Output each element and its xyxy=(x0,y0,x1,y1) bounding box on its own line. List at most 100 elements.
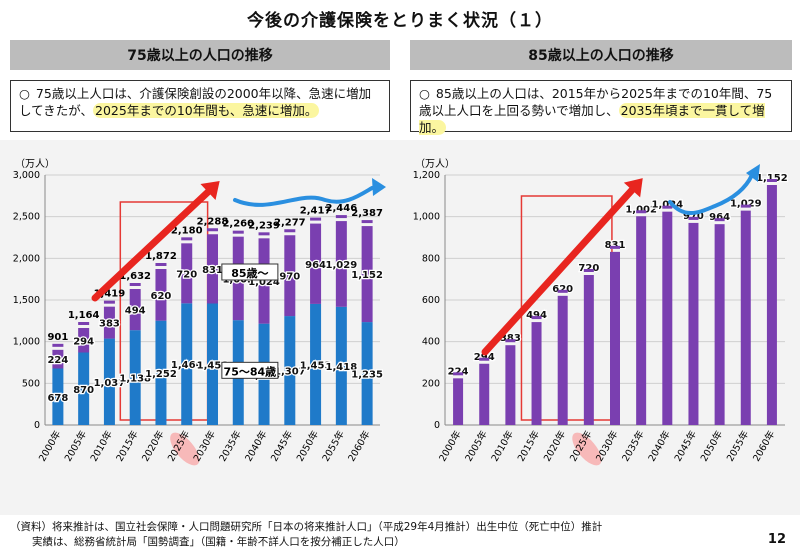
data-label: 1,458 xyxy=(197,360,229,371)
data-label: 1,138 xyxy=(119,374,151,385)
left-text-plain: 75歳以上人口は、介護保険創設の2000年以降、急速に増加してきたが、 xyxy=(19,86,372,118)
trend-arrow xyxy=(91,188,212,302)
total-label: 2,387 xyxy=(351,208,383,219)
bar-cap xyxy=(310,217,322,221)
bar-segment xyxy=(181,303,193,425)
data-label: 1,418 xyxy=(326,362,358,373)
bar-segment xyxy=(636,216,647,425)
data-label: 720 xyxy=(578,263,599,274)
x-tick-label: 2040年 xyxy=(242,428,269,464)
bar-cap xyxy=(688,216,699,220)
total-label: 1,164 xyxy=(68,310,100,321)
bar-cap xyxy=(557,289,568,293)
total-label: 2,180 xyxy=(171,225,203,236)
x-tick-label: 2055年 xyxy=(724,428,751,464)
bar-segment xyxy=(103,306,115,339)
data-label: 964 xyxy=(305,260,326,271)
data-label: 1,453 xyxy=(300,360,332,371)
y-tick-label: 400 xyxy=(422,337,440,348)
data-label: 831 xyxy=(605,240,626,251)
x-tick-label: 2020年 xyxy=(139,428,166,464)
bar-segment xyxy=(310,303,322,425)
bar-segment xyxy=(361,226,373,323)
x-tick-label: 2000年 xyxy=(436,428,463,464)
left-panel-description: ○ 75歳以上人口は、介護保険創設の2000年以降、急速に増加してきたが、 2025… xyxy=(10,80,390,132)
bar-cap xyxy=(531,316,542,320)
data-label: 964 xyxy=(709,212,730,223)
data-label: 1,307 xyxy=(274,367,306,378)
x-tick-label: 2030年 xyxy=(593,428,620,464)
bar-segment xyxy=(479,363,490,425)
source-line-1: （資料）将来推計は、国立社会保障・人口問題研究所「日本の将来推計人口」（平成29… xyxy=(10,521,603,533)
total-label: 2,417 xyxy=(300,206,332,217)
total-label: 901 xyxy=(47,332,68,343)
x-tick-label: 2060年 xyxy=(345,428,372,464)
total-label: 2,239 xyxy=(248,220,280,231)
bar-segment xyxy=(52,368,64,425)
bar-segment xyxy=(531,322,542,425)
bar-cap xyxy=(232,230,244,234)
bar-cap xyxy=(207,228,218,232)
plateau-arrow xyxy=(233,186,374,207)
bar-segment xyxy=(688,222,699,425)
plateau-arrow-head xyxy=(746,164,760,182)
data-label: 1,252 xyxy=(145,369,177,380)
y-tick-label: 0 xyxy=(434,420,440,431)
data-label: 1,460 xyxy=(171,360,203,371)
data-label: 224 xyxy=(448,366,469,377)
bar-cap xyxy=(662,205,673,209)
data-label: 224 xyxy=(47,355,68,366)
data-label: 494 xyxy=(526,310,547,321)
highlight-year-mark xyxy=(170,432,200,466)
x-tick-label: 2005年 xyxy=(62,428,89,464)
bar-segment xyxy=(207,234,218,304)
bar-cap xyxy=(766,179,777,182)
bar-segment xyxy=(129,330,141,425)
bar-cap xyxy=(740,204,751,208)
bar-segment xyxy=(583,275,594,425)
chart-85plus: （万人） 0 200 400 600 800 1,000 1,200 224 2000年 294 20… xyxy=(400,140,800,515)
total-label: 2,288 xyxy=(197,216,229,227)
bar-cap xyxy=(335,215,347,219)
y-tick-label: 2,000 xyxy=(13,253,40,264)
data-label: 1,152 xyxy=(351,270,383,281)
bar-segment xyxy=(662,211,673,425)
x-tick-label: 2010年 xyxy=(489,428,516,464)
bar-segment xyxy=(310,223,322,304)
highlight-year-mark xyxy=(572,432,602,466)
plateau-arrow-head xyxy=(372,178,386,196)
total-label: 2,277 xyxy=(274,217,306,228)
bar-cap xyxy=(155,263,167,266)
data-label: 970 xyxy=(279,272,300,283)
y-tick-label: 200 xyxy=(422,378,440,389)
data-label: 1,152 xyxy=(756,173,788,184)
bar-segment xyxy=(155,320,167,425)
x-tick-label: 2020年 xyxy=(541,428,568,464)
y-tick-label: 2,500 xyxy=(13,212,40,223)
x-tick-label: 2045年 xyxy=(268,428,295,464)
data-label: 831 xyxy=(202,265,223,276)
data-label: 678 xyxy=(47,393,68,404)
bar-segment xyxy=(78,328,90,353)
series-callout-box xyxy=(221,361,279,379)
bar-segment xyxy=(284,316,296,425)
y-tick-label: 600 xyxy=(422,295,440,306)
bar-cap xyxy=(78,322,90,325)
bar-segment xyxy=(78,352,90,425)
bar-cap xyxy=(505,339,516,343)
x-tick-label: 2060年 xyxy=(750,428,777,464)
y-tick-label: 1,500 xyxy=(13,295,40,306)
bar-segment xyxy=(52,349,64,369)
right-panel-description: ○ 85歳以上の人口は、2015年から2025年までの10年間、75歳以上人口を上… xyxy=(410,80,792,135)
y-tick-label: 1,200 xyxy=(413,170,440,181)
x-tick-label: 2050年 xyxy=(294,428,321,464)
series-callout-box xyxy=(221,263,279,281)
total-label: 2,446 xyxy=(326,203,358,214)
data-label: 1,037 xyxy=(94,378,126,389)
bar-cap xyxy=(284,229,296,233)
bar-cap xyxy=(103,300,115,304)
y-tick-label: 1,000 xyxy=(13,337,40,348)
data-label: 294 xyxy=(474,352,495,363)
x-tick-label: 2045年 xyxy=(672,428,699,464)
bar-cap xyxy=(52,343,64,347)
